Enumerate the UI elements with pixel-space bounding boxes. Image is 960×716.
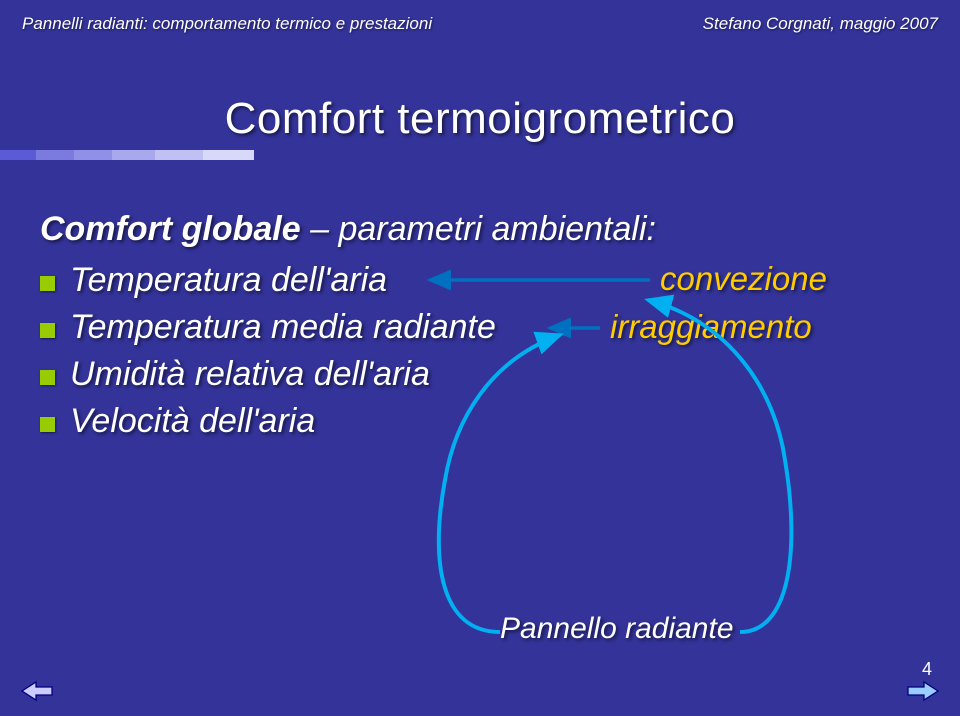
bullet-item: Umidità relativa dell'aria [40,355,920,394]
bullet-item: Velocità dell'aria [40,402,920,441]
nav-back-button[interactable] [20,680,54,702]
intro-rest: – parametri ambientali: [301,210,656,248]
intro-line: Comfort globale – parametri ambientali: [40,210,920,249]
nav-next-button[interactable] [906,680,940,702]
page-number: 4 [922,659,932,680]
slide-title: Comfort termoigrometrico [0,94,960,144]
accent-bar [0,150,254,160]
intro-bold: Comfort globale [40,210,301,248]
header-left: Pannelli radianti: comportamento termico… [22,14,432,34]
annotation-convezione: convezione [660,260,827,298]
footer-label: Pannello radiante [500,612,734,646]
header-right: Stefano Corgnati, maggio 2007 [703,14,938,34]
annotation-irraggiamento: irraggiamento [610,308,812,346]
